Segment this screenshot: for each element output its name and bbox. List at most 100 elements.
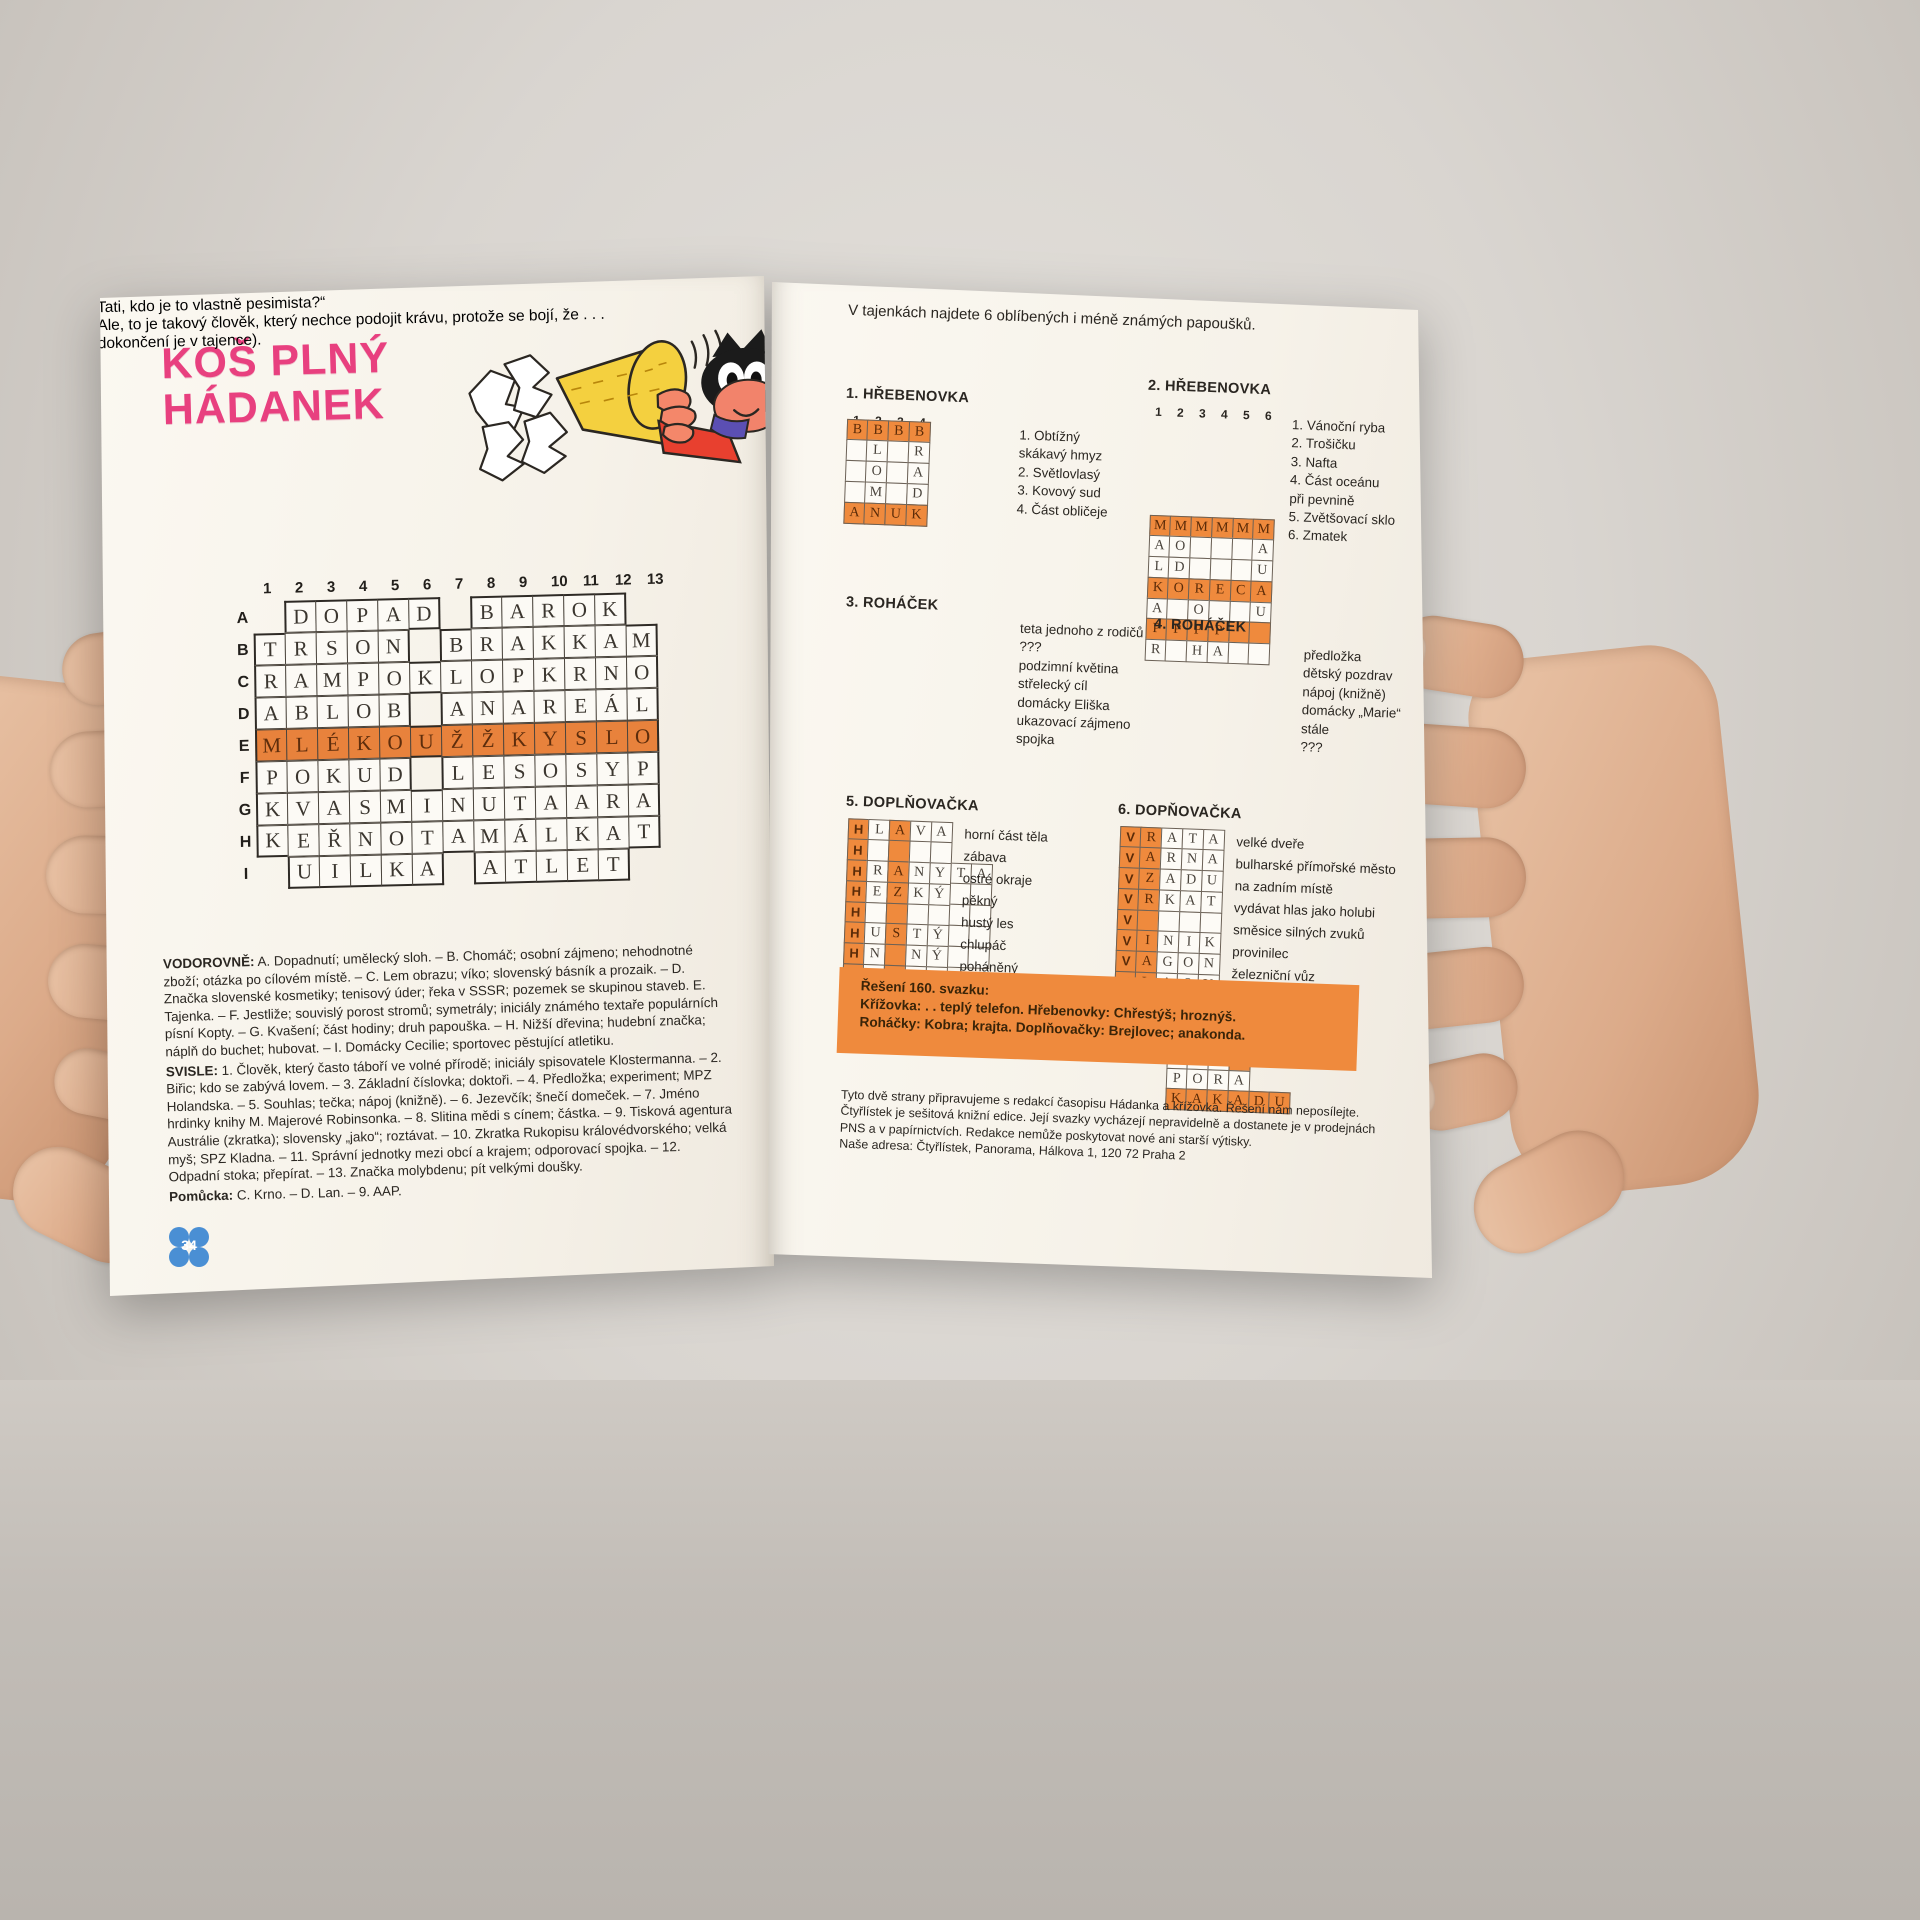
crossword-cell[interactable]: O	[378, 725, 412, 759]
crossword-cell[interactable]: M	[473, 819, 506, 853]
puzzle-cell[interactable]: L	[1147, 555, 1171, 579]
puzzle-cell[interactable]	[845, 439, 869, 463]
doplnovacka-cell[interactable]: T	[905, 923, 929, 947]
crossword-cell[interactable]: A	[473, 851, 507, 885]
crossword-cell[interactable]: E	[472, 755, 505, 789]
crossword-cell[interactable]: U	[409, 725, 443, 758]
crossword-cell[interactable]: O	[626, 719, 660, 753]
crossword-cell[interactable]: Ž	[440, 724, 474, 758]
crossword-cell[interactable]: S	[315, 631, 349, 665]
crossword-cell[interactable]: O	[563, 593, 596, 627]
doplnovacka-cell[interactable]: L	[867, 818, 891, 842]
crossword-cell[interactable]: K	[532, 658, 566, 691]
crossword-cell[interactable]: S	[503, 754, 536, 788]
crossword-cell[interactable]: B	[439, 628, 473, 662]
crossword-cell[interactable]: E	[566, 849, 600, 883]
doplnovacka-cell[interactable]: Ý	[925, 945, 949, 968]
crossword-cell[interactable]: K	[594, 592, 627, 626]
crossword-cell[interactable]: A	[442, 820, 475, 854]
puzzle-cell[interactable]: M	[864, 481, 888, 505]
doplnovacka-cell[interactable]: A	[930, 821, 953, 844]
doplnovacka-cell[interactable]	[908, 840, 932, 864]
crossword-cell[interactable]: U	[348, 758, 381, 792]
puzzle-cell[interactable]: O	[865, 460, 889, 484]
crossword-cell[interactable]: N	[377, 629, 411, 663]
puzzle-cell[interactable]	[844, 459, 868, 483]
crossword-cell[interactable]: O	[625, 655, 659, 689]
doplnovacka-cell[interactable]: D	[1179, 869, 1203, 893]
puzzle-cell[interactable]: B	[908, 420, 931, 444]
doplnovacka-cell[interactable]	[1157, 909, 1181, 933]
crossword-cell[interactable]: A	[377, 597, 410, 631]
doplnovacka-cell[interactable]: N	[863, 942, 887, 966]
crossword-cell[interactable]: Ř	[318, 823, 351, 857]
crossword-cell[interactable]: A	[597, 816, 630, 850]
puzzle-cell[interactable]	[1227, 641, 1250, 665]
crossword-cell[interactable]: P	[627, 751, 660, 785]
crossword-cell[interactable]: K	[532, 626, 565, 659]
puzzle-cell[interactable]: A	[1148, 534, 1171, 558]
doplnovacka-cell[interactable]	[885, 902, 909, 926]
puzzle-cell[interactable]	[1164, 638, 1188, 662]
crossword-cell[interactable]: U	[287, 856, 321, 889]
crossword-cell[interactable]: L	[626, 687, 659, 721]
puzzle-cell[interactable]	[885, 461, 909, 485]
doplnovacka-cell[interactable]: R	[1159, 847, 1183, 871]
puzzle-cell[interactable]: B	[846, 418, 869, 442]
crossword-cell[interactable]: L	[349, 854, 383, 888]
crossword-cell[interactable]: D	[408, 597, 441, 630]
crossword-cell[interactable]: A	[501, 594, 534, 628]
crossword-cell[interactable]: A	[534, 786, 568, 819]
crossword-cell[interactable]: R	[533, 690, 566, 723]
crossword-cell[interactable]: T	[253, 632, 287, 666]
crossword-cell[interactable]: S	[564, 721, 598, 755]
crossword-cell[interactable]: U	[472, 787, 506, 821]
puzzle-cell[interactable]: P	[1165, 1067, 1189, 1091]
doplnovacka-cell[interactable]: A	[1202, 828, 1225, 852]
crossword-cell[interactable]: M	[379, 789, 413, 823]
crossword-cell[interactable]: R	[596, 784, 630, 818]
doplnovacka-cell[interactable]: A	[888, 819, 912, 843]
doplnovacka-cell[interactable]	[1198, 911, 1222, 935]
doplnovacka-cell[interactable]	[926, 903, 950, 927]
crossword-cell[interactable]: A	[411, 853, 445, 886]
doplnovacka-cell[interactable]: K	[1198, 932, 1222, 955]
puzzle-cell[interactable]: U	[1250, 559, 1274, 583]
crossword-cell[interactable]: R	[284, 632, 318, 665]
puzzle-cell[interactable]: M	[1210, 516, 1234, 540]
crossword-cell[interactable]: B	[378, 693, 411, 727]
crossword-cell[interactable]: A	[565, 785, 599, 819]
puzzle-cell[interactable]: M	[1252, 517, 1276, 541]
puzzle-cell[interactable]: R	[1206, 1068, 1230, 1092]
crossword-cell[interactable]: L	[440, 660, 473, 694]
crossword-cell[interactable]: T	[504, 850, 538, 884]
puzzle-cell[interactable]: K	[905, 503, 928, 527]
doplnovacka-cell[interactable]: Y	[928, 862, 952, 886]
puzzle-cell[interactable]	[886, 440, 910, 464]
doplnovacka-cell[interactable]: G	[1156, 951, 1179, 975]
doplnovacka-cell[interactable]: A	[1179, 890, 1202, 913]
crossword-cell[interactable]: A	[317, 791, 351, 825]
doplnovacka-cell[interactable]: R	[1139, 826, 1163, 850]
crossword-cell[interactable]: K	[317, 759, 350, 793]
doplnovacka-cell[interactable]	[884, 943, 907, 967]
puzzle-cell[interactable]: A	[906, 462, 930, 485]
crossword-cell[interactable]: B	[470, 595, 503, 629]
crossword-cell[interactable]: D	[379, 757, 412, 791]
puzzle-cell[interactable]: N	[863, 502, 887, 525]
doplnovacka-cell[interactable]: O	[1176, 952, 1200, 975]
puzzle-cell[interactable]	[1247, 641, 1271, 665]
doplnovacka-cell[interactable]: Z	[1138, 867, 1162, 891]
crossword-cell[interactable]: T	[597, 848, 631, 882]
puzzle-cell[interactable]: O	[1167, 576, 1191, 600]
crossword-cell[interactable]: N	[349, 822, 382, 856]
puzzle-cell[interactable]	[843, 480, 867, 504]
puzzle-cell[interactable]: B	[866, 419, 890, 443]
puzzle-cell[interactable]: B	[887, 420, 911, 443]
crossword-cell[interactable]: M	[625, 623, 658, 657]
crossword-cell[interactable]: Y	[533, 722, 567, 755]
crossword-cell[interactable]: Á	[504, 818, 537, 852]
doplnovacka-cell[interactable]: K	[1158, 889, 1182, 913]
crossword-cell[interactable]: K	[380, 853, 414, 887]
